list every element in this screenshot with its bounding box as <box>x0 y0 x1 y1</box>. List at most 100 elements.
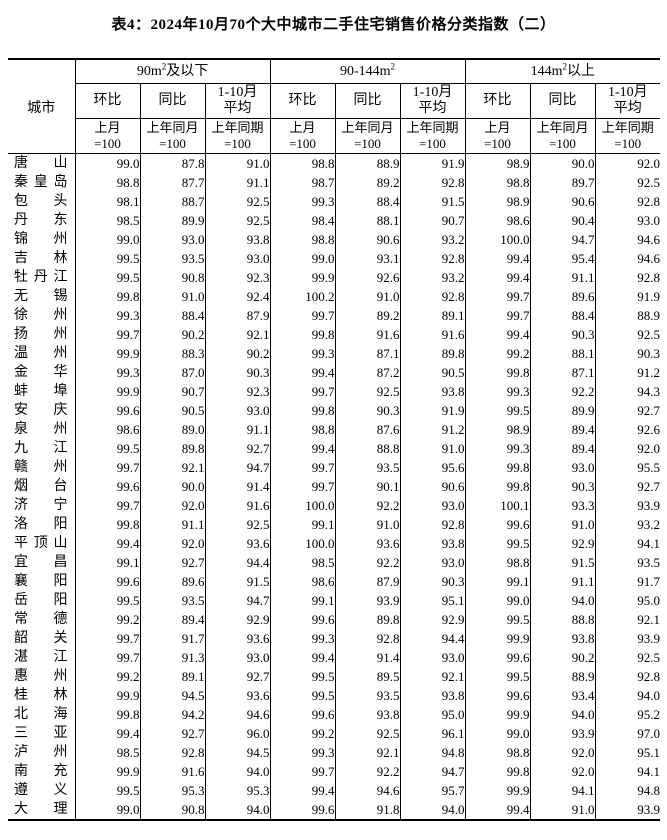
sub-header-cell-2-0: 环比 <box>464 83 531 119</box>
value-cell: 92.8 <box>399 173 466 192</box>
value-cell: 90.7 <box>399 211 466 230</box>
city-name: 湛江 <box>14 650 68 665</box>
city-name: 洛阳 <box>14 517 68 532</box>
city-cell: 遵义 <box>8 781 75 800</box>
value-cell: 88.3 <box>139 344 205 363</box>
value-cell: 99.1 <box>74 553 140 572</box>
table-row: 南充 99.9 91.6 94.0 99.7 92.2 94.7 99.8 92.0 94.1 <box>8 762 661 781</box>
value-cell: 90.5 <box>139 401 205 420</box>
value-cell: 91.7 <box>594 572 661 591</box>
value-cell: 99.8 <box>74 705 140 724</box>
value-cell: 99.0 <box>74 230 140 249</box>
value-cell: 92.5 <box>594 648 661 667</box>
group-header-cell-2: 144m2以上 <box>464 59 661 84</box>
value-cell: 99.5 <box>269 686 336 705</box>
city-cell: 牡丹江 <box>8 268 75 287</box>
city-name: 三亚 <box>14 726 68 741</box>
table-row: 大理 99.0 90.8 94.0 99.6 91.8 94.0 99.4 91.0 93.9 <box>8 800 661 820</box>
value-cell: 99.0 <box>464 724 531 743</box>
value-cell: 93.8 <box>529 629 596 648</box>
value-cell: 95.1 <box>399 591 466 610</box>
value-cell: 91.9 <box>399 401 466 420</box>
table-row: 丹东 98.5 89.9 92.5 98.4 88.1 90.7 98.6 90.4 93.0 <box>8 211 661 230</box>
value-cell: 93.6 <box>204 534 271 553</box>
value-cell: 90.8 <box>139 268 205 287</box>
value-cell: 91.0 <box>399 439 466 458</box>
value-cell: 99.3 <box>74 363 140 382</box>
value-cell: 95.0 <box>594 591 661 610</box>
value-cell: 92.8 <box>594 268 661 287</box>
value-cell: 92.5 <box>594 173 661 192</box>
value-cell: 98.8 <box>269 230 336 249</box>
city-name: 丹东 <box>14 213 68 228</box>
value-cell: 94.6 <box>594 249 661 268</box>
value-cell: 91.8 <box>334 800 401 820</box>
value-cell: 93.8 <box>399 534 466 553</box>
city-cell: 三亚 <box>8 724 75 743</box>
value-cell: 98.9 <box>464 192 531 211</box>
value-cell: 90.6 <box>529 192 596 211</box>
value-cell: 94.5 <box>204 743 271 762</box>
value-cell: 99.0 <box>74 800 140 820</box>
value-cell: 99.6 <box>269 800 336 820</box>
value-cell: 92.2 <box>529 382 596 401</box>
value-cell: 94.2 <box>139 705 205 724</box>
value-cell: 90.3 <box>594 344 661 363</box>
value-cell: 99.9 <box>74 344 140 363</box>
table-row: 安庆 99.6 90.5 93.0 99.8 90.3 91.9 99.5 89.9 92.7 <box>8 401 661 420</box>
value-cell: 89.6 <box>529 287 596 306</box>
table-row: 惠州 99.2 89.1 92.7 99.5 89.5 92.1 99.5 88.9 92.8 <box>8 667 661 686</box>
city-name: 九江 <box>14 441 68 456</box>
value-cell: 89.5 <box>334 667 401 686</box>
value-cell: 98.1 <box>74 192 140 211</box>
value-cell: 93.0 <box>204 401 271 420</box>
value-cell: 89.2 <box>334 306 401 325</box>
value-cell: 99.6 <box>269 610 336 629</box>
value-cell: 92.5 <box>334 382 401 401</box>
value-cell: 99.5 <box>464 610 531 629</box>
base-header-cell-0-1: 上年同月 =100 <box>139 118 205 154</box>
value-cell: 94.7 <box>204 591 271 610</box>
value-cell: 92.6 <box>594 420 661 439</box>
value-cell: 92.5 <box>594 325 661 344</box>
value-cell: 92.9 <box>399 610 466 629</box>
city-cell: 扬州 <box>8 325 75 344</box>
value-cell: 89.4 <box>529 439 596 458</box>
value-cell: 92.5 <box>334 724 401 743</box>
value-cell: 99.4 <box>269 781 336 800</box>
city-name: 温州 <box>14 346 68 361</box>
value-cell: 99.7 <box>74 458 140 477</box>
value-cell: 93.6 <box>204 686 271 705</box>
city-cell: 赣州 <box>8 458 75 477</box>
value-cell: 99.6 <box>464 686 531 705</box>
value-cell: 92.3 <box>204 382 271 401</box>
value-cell: 94.7 <box>204 458 271 477</box>
value-cell: 96.0 <box>204 724 271 743</box>
value-cell: 87.2 <box>334 363 401 382</box>
value-cell: 99.8 <box>464 762 531 781</box>
value-cell: 89.1 <box>399 306 466 325</box>
value-cell: 93.8 <box>334 705 401 724</box>
value-cell: 92.8 <box>139 743 205 762</box>
value-cell: 91.1 <box>204 420 271 439</box>
value-cell: 99.4 <box>74 534 140 553</box>
value-cell: 99.4 <box>269 648 336 667</box>
value-cell: 91.4 <box>334 648 401 667</box>
value-cell: 91.0 <box>334 287 401 306</box>
value-cell: 98.5 <box>74 211 140 230</box>
value-cell: 93.0 <box>399 648 466 667</box>
value-cell: 92.1 <box>594 610 661 629</box>
value-cell: 94.6 <box>594 230 661 249</box>
value-cell: 90.6 <box>334 230 401 249</box>
city-cell: 包头 <box>8 192 75 211</box>
city-cell: 岳阳 <box>8 591 75 610</box>
value-cell: 92.0 <box>139 534 205 553</box>
city-name: 济宁 <box>14 498 68 513</box>
value-cell: 90.0 <box>529 153 596 173</box>
value-cell: 92.8 <box>399 515 466 534</box>
value-cell: 92.2 <box>334 762 401 781</box>
value-cell: 99.9 <box>464 629 531 648</box>
group-header-cell-1: 90-144m2 <box>269 59 466 84</box>
value-cell: 96.1 <box>399 724 466 743</box>
value-cell: 90.3 <box>529 325 596 344</box>
